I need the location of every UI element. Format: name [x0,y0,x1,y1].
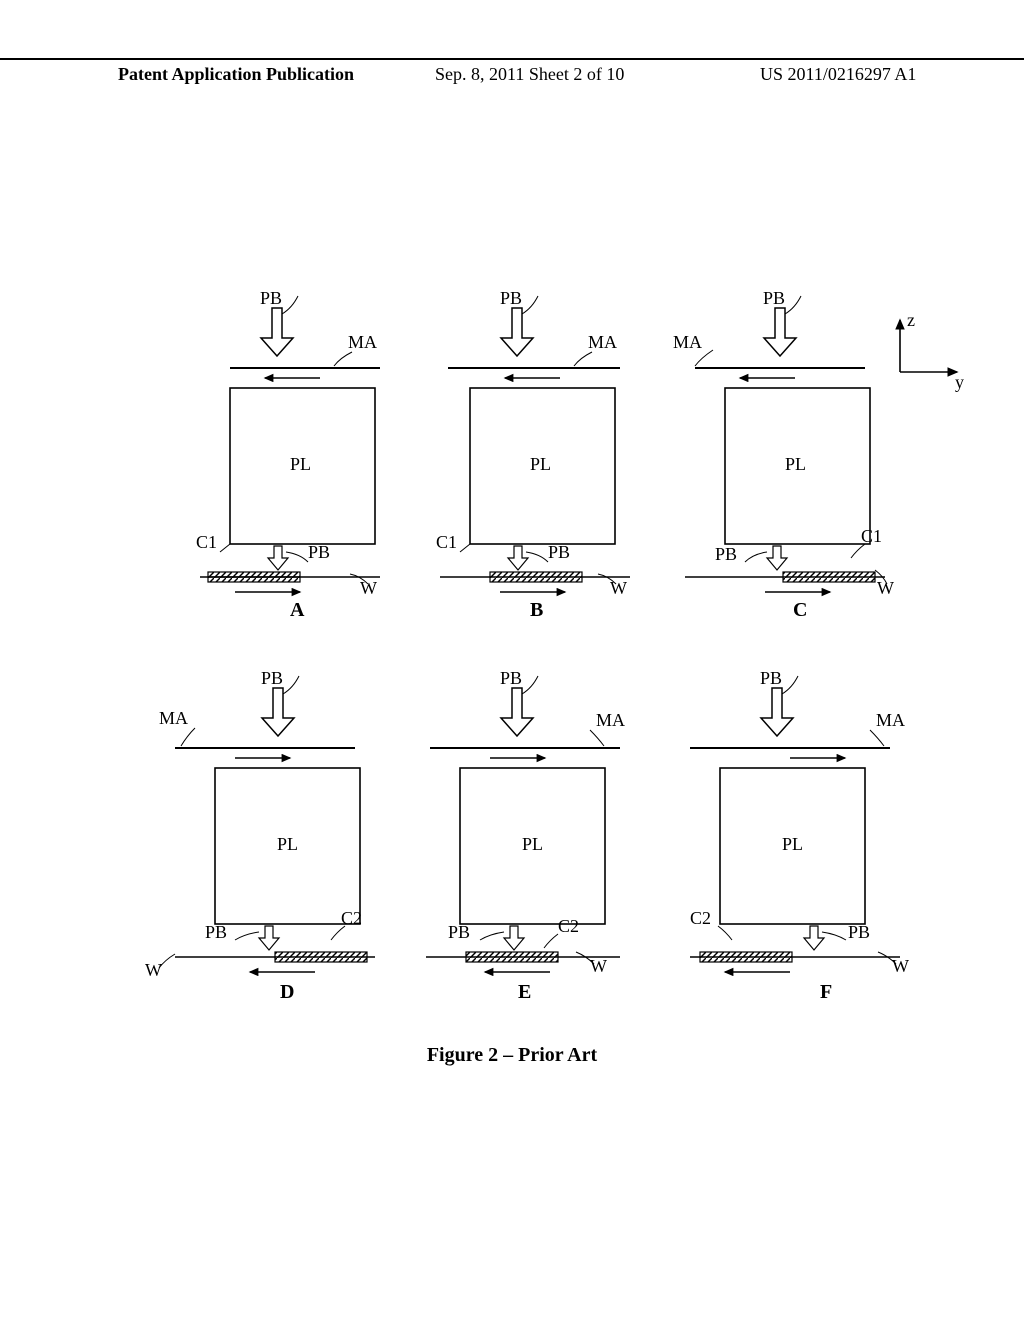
svg-text:C2: C2 [690,908,711,928]
svg-text:PL: PL [530,454,551,474]
svg-text:W: W [590,956,607,976]
svg-text:W: W [360,578,377,598]
svg-text:W: W [145,960,162,980]
panel-a: PB MA PL C1 PB W A [190,290,410,620]
panel-e: PB MA PL PB C2 W E [410,670,650,1010]
svg-text:PL: PL [782,834,803,854]
svg-text:PB: PB [500,290,522,308]
svg-text:PB: PB [848,922,870,942]
svg-text:C2: C2 [558,916,579,936]
svg-text:A: A [290,599,305,620]
svg-text:PB: PB [500,670,522,688]
svg-text:PB: PB [308,542,330,562]
axis-y-label: y [955,372,964,392]
svg-text:MA: MA [596,710,625,730]
svg-text:MA: MA [673,332,702,352]
svg-text:MA: MA [876,710,905,730]
svg-text:PB: PB [261,670,283,688]
figure-caption: Figure 2 – Prior Art [0,1044,1024,1067]
svg-text:E: E [518,981,531,1003]
svg-text:F: F [820,981,832,1003]
svg-text:PB: PB [715,544,737,564]
svg-text:PB: PB [760,670,782,688]
svg-text:PB: PB [548,542,570,562]
svg-text:PL: PL [290,454,311,474]
svg-text:PB: PB [205,922,227,942]
svg-text:W: W [892,956,909,976]
panel-c: PB MA PL C1 PB W C [665,290,895,620]
svg-text:C2: C2 [341,908,362,928]
svg-text:W: W [610,578,627,598]
svg-text:MA: MA [348,332,377,352]
svg-text:D: D [280,981,294,1003]
svg-text:PL: PL [522,834,543,854]
panel-d: PB MA PL C2 PB W D [145,670,385,1010]
svg-text:C: C [793,599,807,620]
svg-text:MA: MA [588,332,617,352]
svg-text:C1: C1 [861,526,882,546]
svg-text:B: B [530,599,543,620]
svg-text:MA: MA [159,708,188,728]
panel-f: PB MA PL C2 PB W F [670,670,920,1010]
svg-text:C1: C1 [196,532,217,552]
svg-text:PB: PB [448,922,470,942]
figure-2: z y PB MA PL C1 PB W A PB MA PL C1 PB [0,0,1024,1320]
axes-zy: z y [885,312,975,392]
svg-text:PB: PB [260,290,282,308]
svg-text:PB: PB [763,290,785,308]
svg-text:PL: PL [277,834,298,854]
svg-text:C1: C1 [436,532,457,552]
panel-b: PB MA PL C1 PB W B [430,290,650,620]
svg-text:W: W [877,578,894,598]
axis-z-label: z [907,312,915,330]
svg-text:PL: PL [785,454,806,474]
